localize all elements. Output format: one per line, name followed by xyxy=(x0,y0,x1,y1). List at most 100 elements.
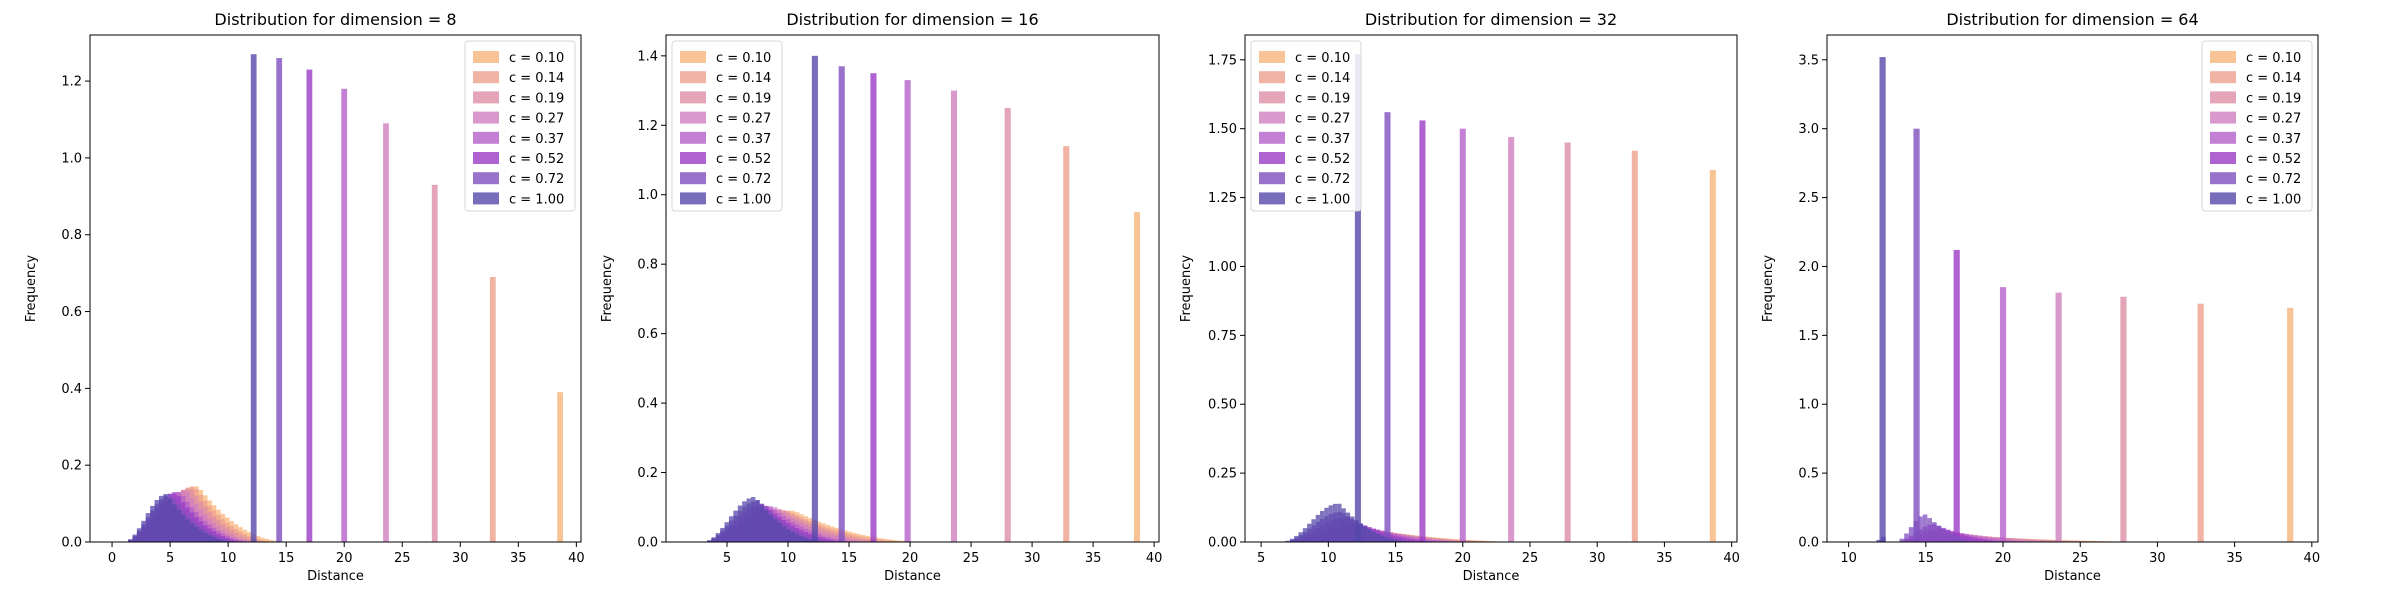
bump-bar xyxy=(2061,540,2067,542)
legend-swatch xyxy=(2210,91,2236,104)
bump-bar xyxy=(856,540,861,542)
legend-swatch xyxy=(1259,152,1285,164)
x-tick-label: 35 xyxy=(1085,551,1102,566)
bump-bar xyxy=(1431,540,1437,542)
bump-bar xyxy=(1345,512,1351,542)
bump-bar xyxy=(255,540,261,542)
bump-bar xyxy=(207,535,212,542)
bump-bar xyxy=(1922,514,1928,542)
bump-bar xyxy=(1444,540,1450,542)
bump-bar xyxy=(1876,539,1882,542)
bump-bar xyxy=(198,530,204,542)
bump-bar xyxy=(1987,540,1993,542)
axes-frame xyxy=(1244,34,1738,543)
bump-bar xyxy=(856,538,861,542)
y-tick-label: 1.0 xyxy=(637,188,658,203)
bump-bar xyxy=(233,540,239,542)
legend-label: c = 0.27 xyxy=(2246,112,2301,127)
spike-bar xyxy=(1953,249,1960,542)
x-axis-label: Distance xyxy=(2044,569,2101,584)
legend-label: c = 0.10 xyxy=(509,51,564,66)
spike-bar xyxy=(1354,54,1361,542)
bump-bar xyxy=(728,516,734,542)
y-tick-label: 0.25 xyxy=(1208,467,1237,482)
bump-bar xyxy=(185,519,190,542)
bump-bar xyxy=(128,539,133,542)
legend: c = 0.10 c = 0.14 c = 0.19 c = 0.27 c = 0.37… xyxy=(464,40,576,212)
bump-bar xyxy=(1328,505,1333,542)
bump-bar xyxy=(1307,523,1312,542)
legend-label: c = 0.14 xyxy=(1295,71,1350,86)
bump-bar xyxy=(2006,540,2011,542)
axes-frame xyxy=(89,34,582,543)
spike-bar xyxy=(557,392,564,542)
x-tick-label: 35 xyxy=(510,551,527,566)
y-tick-label: 1.00 xyxy=(1208,260,1237,275)
legend-swatch xyxy=(473,152,499,164)
bump-bar xyxy=(238,540,243,542)
spike-bar xyxy=(1063,146,1070,542)
bump-bar xyxy=(1367,529,1372,542)
legend-box xyxy=(671,40,783,212)
bump-bar xyxy=(2052,540,2058,542)
bump-bar xyxy=(1918,516,1923,542)
bump-bar xyxy=(860,539,866,542)
spike-bar xyxy=(1004,107,1011,543)
y-axis-label: Frequency xyxy=(1761,255,1776,322)
bars xyxy=(1285,54,1716,543)
bump-bar xyxy=(2047,540,2053,542)
legend-box xyxy=(1250,40,1362,212)
legend-swatch xyxy=(680,91,706,104)
legend-label: c = 0.37 xyxy=(509,132,564,147)
bump-bar xyxy=(2029,540,2034,542)
x-tick-label: 20 xyxy=(902,551,919,566)
bump-bar xyxy=(799,536,804,542)
bump-bar xyxy=(1927,518,1932,542)
bump-bar xyxy=(1936,525,1942,542)
spike-bar xyxy=(870,73,877,542)
legend-label: c = 1.00 xyxy=(2246,192,2301,207)
bump-bar xyxy=(1436,540,1441,542)
chart-panel-4: 10 15 20 25 30 35 40 0.0 0.5 1.0 1.5 2.0 2.5 3.0 3.5 Di… xyxy=(1761,10,2320,584)
legend-swatch xyxy=(1259,91,1285,104)
legend-label: c = 0.14 xyxy=(716,71,771,86)
spike-bar xyxy=(276,58,283,542)
bump-bar xyxy=(882,540,888,542)
spike-bar xyxy=(2197,303,2204,542)
legend-swatch xyxy=(473,91,499,104)
bump-bar xyxy=(1371,531,1376,542)
bump-bar xyxy=(772,519,778,542)
bump-bar xyxy=(746,498,751,542)
bump-bar xyxy=(1973,537,1979,542)
legend-swatch xyxy=(2210,192,2236,205)
x-tick-label: 25 xyxy=(2072,551,2089,566)
spike-bar xyxy=(1709,170,1716,543)
bump-bar xyxy=(878,539,883,542)
x-tick-label: 15 xyxy=(1918,551,1935,566)
legend-label: c = 0.52 xyxy=(2246,152,2301,167)
x-tick-label: 15 xyxy=(841,551,858,566)
x-axis-label: Distance xyxy=(1463,569,1520,584)
x-tick-label: 40 xyxy=(2304,551,2321,566)
legend-swatch xyxy=(1259,111,1285,124)
bump-bar xyxy=(821,538,826,542)
bump-bar xyxy=(1945,531,1951,542)
legend-swatch xyxy=(473,172,499,185)
bump-bar xyxy=(1414,539,1419,542)
bump-bar xyxy=(1449,540,1454,542)
legend-label: c = 0.19 xyxy=(2246,91,2301,106)
bump-bar xyxy=(273,540,279,542)
bump-bar xyxy=(132,534,137,542)
axes-frame xyxy=(1826,34,2319,543)
bump-bar xyxy=(1341,508,1346,542)
bump-bar xyxy=(843,538,848,542)
legend-label: c = 0.10 xyxy=(2246,51,2301,66)
bump-bar xyxy=(1298,532,1303,542)
y-tick-label: 0.8 xyxy=(637,258,658,273)
legend-swatch xyxy=(680,152,706,164)
bump-bar xyxy=(825,539,831,542)
bump-bar xyxy=(242,537,248,542)
x-tick-label: 5 xyxy=(723,551,731,566)
axes-frame xyxy=(665,34,1160,543)
legend-label: c = 0.72 xyxy=(2246,172,2301,187)
